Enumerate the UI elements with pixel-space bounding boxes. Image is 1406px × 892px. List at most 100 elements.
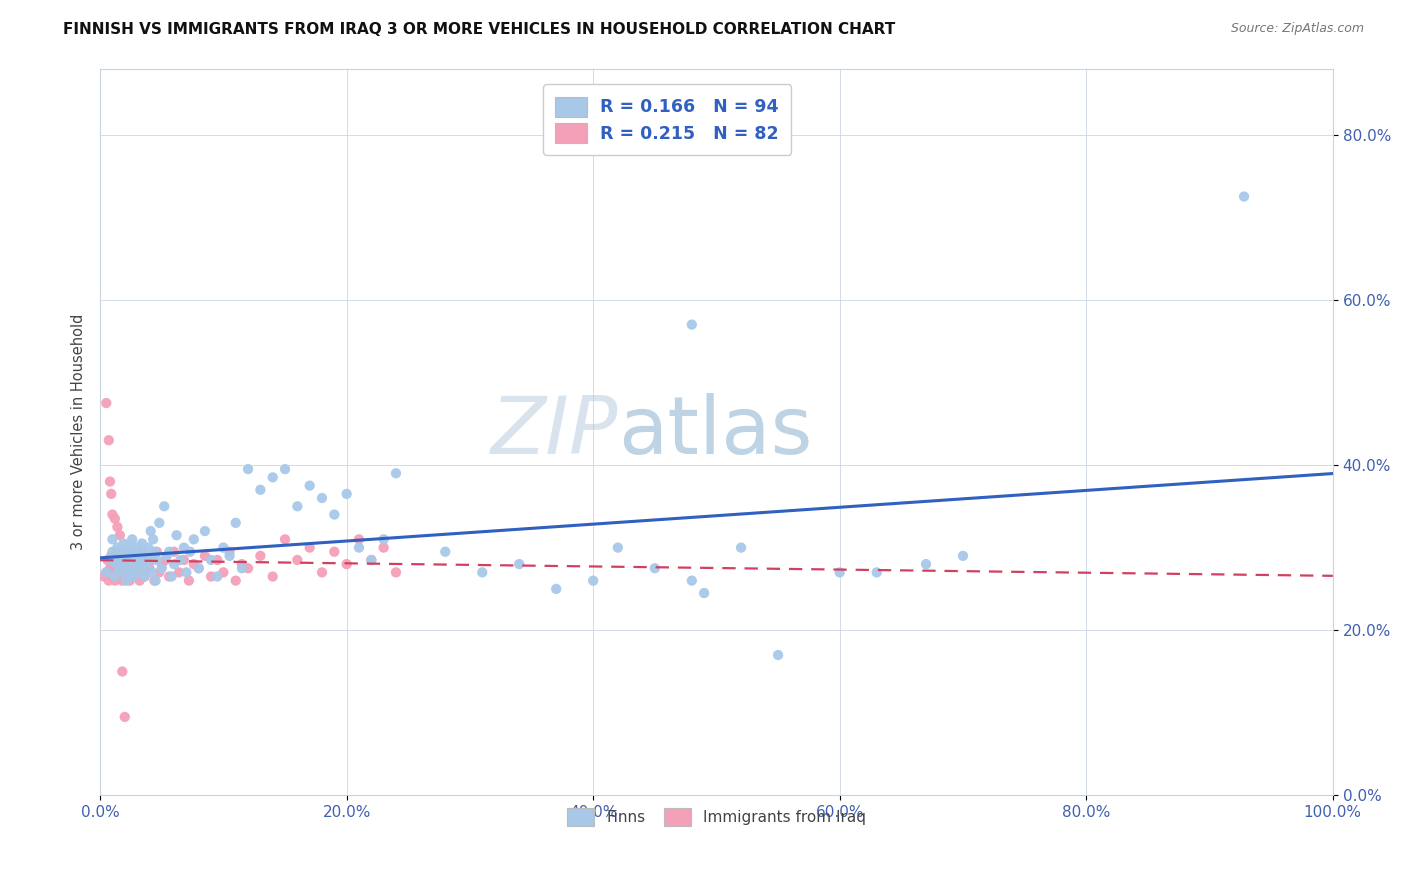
- Point: [114, 710, 136, 724]
- Point: [104, 553, 127, 567]
- Point: [508, 557, 530, 571]
- Point: [125, 549, 148, 563]
- Point: [111, 665, 134, 679]
- Point: [150, 557, 173, 571]
- Point: [129, 545, 152, 559]
- Point: [148, 566, 170, 580]
- Point: [114, 557, 136, 571]
- Point: [212, 566, 235, 580]
- Point: [177, 574, 200, 588]
- Point: [207, 569, 229, 583]
- Point: [249, 549, 271, 563]
- Point: [108, 528, 131, 542]
- Point: [127, 566, 149, 580]
- Point: [112, 536, 135, 550]
- Point: [117, 561, 139, 575]
- Point: [120, 566, 142, 580]
- Point: [434, 545, 457, 559]
- Point: [118, 553, 141, 567]
- Point: [169, 553, 191, 567]
- Point: [225, 574, 247, 588]
- Point: [730, 541, 752, 555]
- Point: [101, 569, 124, 583]
- Point: [122, 569, 145, 583]
- Point: [98, 475, 121, 489]
- Point: [373, 541, 395, 555]
- Point: [111, 566, 134, 580]
- Point: [136, 541, 159, 555]
- Point: [160, 569, 183, 583]
- Point: [136, 549, 159, 563]
- Point: [173, 553, 195, 567]
- Point: [128, 561, 150, 575]
- Point: [118, 574, 141, 588]
- Point: [139, 524, 162, 538]
- Point: [285, 500, 308, 514]
- Point: [693, 586, 716, 600]
- Point: [183, 533, 205, 547]
- Point: [274, 462, 297, 476]
- Point: [212, 541, 235, 555]
- Point: [111, 574, 134, 588]
- Point: [148, 516, 170, 530]
- Point: [157, 569, 180, 583]
- Point: [173, 541, 195, 555]
- Point: [101, 533, 124, 547]
- Text: Source: ZipAtlas.com: Source: ZipAtlas.com: [1230, 22, 1364, 36]
- Point: [105, 566, 128, 580]
- Point: [115, 574, 138, 588]
- Point: [167, 566, 190, 580]
- Point: [143, 574, 166, 588]
- Point: [105, 520, 128, 534]
- Point: [114, 545, 136, 559]
- Point: [471, 566, 494, 580]
- Point: [101, 508, 124, 522]
- Point: [134, 569, 156, 583]
- Point: [125, 557, 148, 571]
- Point: [110, 545, 132, 559]
- Point: [274, 533, 297, 547]
- Point: [107, 561, 129, 575]
- Point: [97, 574, 120, 588]
- Point: [138, 553, 160, 567]
- Point: [138, 561, 160, 575]
- Point: [828, 566, 851, 580]
- Point: [103, 561, 125, 575]
- Point: [142, 533, 165, 547]
- Point: [347, 541, 370, 555]
- Point: [141, 553, 163, 567]
- Point: [298, 541, 321, 555]
- Point: [136, 561, 159, 575]
- Point: [143, 545, 166, 559]
- Point: [644, 561, 666, 575]
- Point: [311, 491, 333, 505]
- Y-axis label: 3 or more Vehicles in Household: 3 or more Vehicles in Household: [72, 314, 86, 550]
- Point: [122, 557, 145, 571]
- Point: [108, 553, 131, 567]
- Point: [163, 557, 186, 571]
- Point: [96, 553, 118, 567]
- Point: [134, 569, 156, 583]
- Point: [360, 553, 382, 567]
- Point: [150, 561, 173, 575]
- Point: [145, 574, 167, 588]
- Point: [225, 516, 247, 530]
- Point: [135, 549, 157, 563]
- Point: [218, 545, 240, 559]
- Point: [100, 487, 122, 501]
- Point: [236, 561, 259, 575]
- Point: [98, 553, 121, 567]
- Point: [156, 549, 179, 563]
- Point: [100, 549, 122, 563]
- Point: [385, 467, 408, 481]
- Point: [183, 557, 205, 571]
- Point: [110, 553, 132, 567]
- Point: [155, 553, 177, 567]
- Point: [347, 533, 370, 547]
- Point: [194, 524, 217, 538]
- Point: [105, 545, 128, 559]
- Point: [336, 557, 359, 571]
- Point: [112, 545, 135, 559]
- Point: [163, 545, 186, 559]
- Point: [262, 569, 284, 583]
